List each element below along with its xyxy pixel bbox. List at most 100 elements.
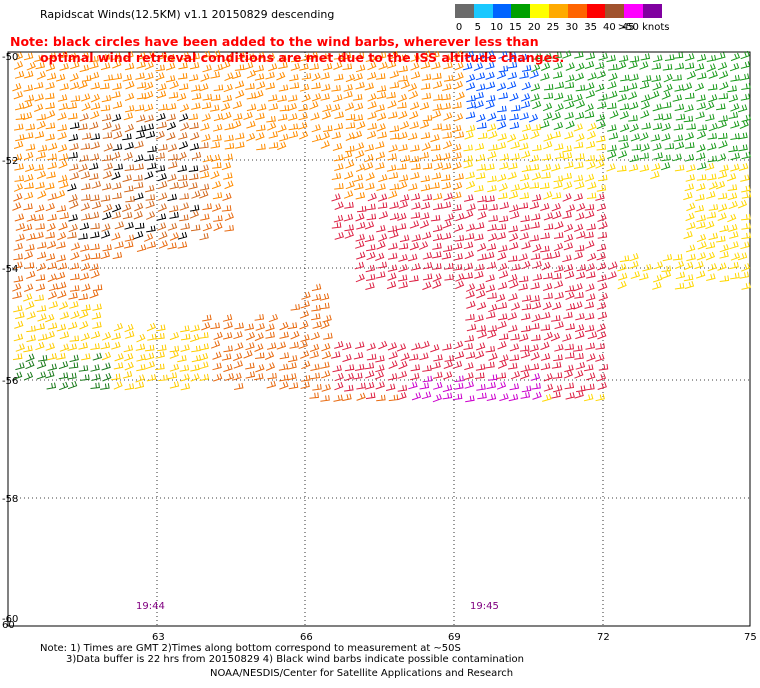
wind-barb	[432, 192, 443, 201]
wind-barb	[386, 60, 397, 69]
wind-barb	[79, 154, 89, 162]
wind-barb	[344, 384, 354, 392]
wind-barb	[564, 343, 575, 351]
wind-barb	[125, 195, 135, 203]
wind-barb	[650, 134, 661, 142]
wind-barb	[451, 143, 462, 152]
wind-barb	[35, 274, 46, 281]
wind-barb	[562, 145, 572, 153]
wind-barb	[619, 255, 630, 263]
wind-barb	[223, 321, 233, 330]
wind-barb	[224, 372, 235, 381]
wind-barb	[574, 292, 584, 299]
map-title: Rapidscat Winds(12.5KM) v1.1 20150829 de…	[40, 8, 335, 21]
wind-barb	[189, 142, 200, 151]
wind-barb	[553, 92, 564, 101]
wind-barb	[36, 305, 47, 312]
wind-barb	[45, 330, 55, 340]
wind-barb	[672, 74, 682, 81]
wind-barb	[320, 93, 330, 101]
wind-barb	[598, 363, 609, 371]
wind-barb	[344, 372, 355, 381]
wind-barb	[685, 53, 695, 62]
wind-barb	[696, 174, 707, 181]
wind-barb	[67, 343, 78, 351]
wind-barb	[409, 155, 420, 163]
wind-barb	[422, 281, 432, 291]
wind-barb	[365, 392, 376, 400]
wind-barb	[741, 232, 751, 240]
wind-barb	[13, 261, 23, 270]
wind-barb	[385, 383, 396, 391]
wind-barb	[477, 195, 487, 203]
wind-barb	[232, 120, 242, 129]
wind-barb	[287, 94, 298, 102]
wind-barb	[189, 173, 199, 181]
wind-barb	[13, 371, 23, 380]
wind-barb	[277, 94, 287, 102]
wind-barb	[167, 372, 178, 380]
wind-barb	[221, 60, 231, 70]
wind-barb	[37, 313, 47, 322]
wind-barb	[166, 132, 176, 141]
wind-barb	[730, 52, 741, 62]
wind-barb	[685, 174, 696, 182]
wind-barb	[486, 94, 496, 102]
wind-barb	[13, 242, 23, 251]
wind-barb	[443, 192, 453, 201]
wind-barb	[36, 251, 47, 260]
wind-barb	[586, 353, 596, 362]
wind-barb	[45, 122, 56, 130]
wind-barb	[37, 190, 47, 199]
wind-barb	[301, 73, 312, 80]
wind-barb	[708, 122, 718, 132]
wind-barb	[619, 111, 629, 120]
wind-barb	[553, 175, 564, 183]
wind-barb	[24, 283, 34, 292]
wind-barb	[365, 172, 375, 181]
wind-barb	[389, 201, 399, 209]
wind-barb	[89, 290, 99, 299]
wind-barb	[543, 212, 554, 221]
wind-barb	[59, 212, 69, 220]
wind-barb	[509, 383, 520, 391]
wind-barb	[542, 252, 552, 260]
wind-barb	[111, 171, 121, 180]
wind-barb	[453, 113, 464, 122]
wind-barb	[14, 175, 24, 182]
wind-barb	[46, 382, 57, 390]
wind-barb	[12, 283, 22, 292]
wind-barb	[101, 94, 112, 103]
wind-barb	[411, 202, 421, 210]
wind-barb	[189, 62, 200, 70]
wind-barb	[364, 144, 375, 152]
wind-barb	[651, 163, 661, 172]
wind-barb	[510, 153, 520, 161]
wind-barb	[146, 211, 156, 220]
wind-barb	[408, 353, 419, 361]
wind-barb	[652, 54, 663, 63]
wind-barb	[378, 211, 389, 220]
wind-barb	[607, 81, 617, 90]
wind-barb	[487, 151, 497, 160]
wind-barb	[510, 211, 520, 220]
wind-barb	[156, 90, 167, 99]
wind-barb	[498, 262, 508, 272]
wind-barb	[652, 274, 663, 283]
wind-barb	[573, 174, 584, 182]
wind-barb	[540, 232, 550, 240]
wind-barb	[155, 130, 165, 140]
wind-barb	[344, 230, 354, 239]
wind-barb	[180, 344, 190, 352]
wind-barb	[199, 83, 209, 92]
wind-barb	[441, 181, 452, 190]
wind-barb	[564, 285, 575, 293]
wind-barb	[190, 364, 200, 372]
wind-barb	[345, 113, 356, 121]
wind-barb	[686, 123, 696, 130]
wind-barb	[508, 324, 518, 333]
wind-barb	[376, 112, 387, 121]
wind-barb	[376, 123, 386, 132]
wind-barb	[684, 62, 695, 70]
